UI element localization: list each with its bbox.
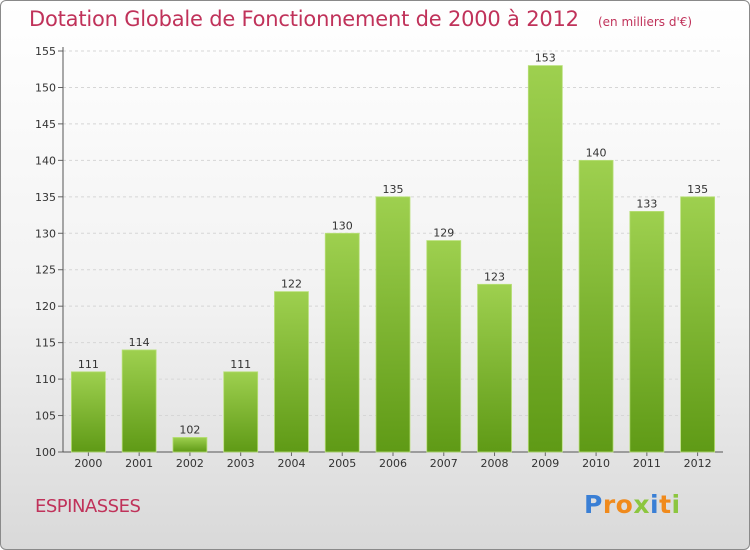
x-tick-label: 2007 — [430, 457, 458, 470]
labels: 111 2000 114 2001 102 2002 111 2003 122 2004 130 20… — [74, 52, 711, 470]
y-tick-label: 150 — [35, 81, 56, 94]
x-tick-label: 2004 — [277, 457, 305, 470]
logo-letter: o — [615, 490, 634, 519]
bar-2008 — [477, 283, 512, 453]
y-tick-label: 100 — [35, 446, 56, 459]
x-tick-label: 2003 — [227, 457, 255, 470]
y-tick-label: 145 — [35, 118, 56, 131]
x-tick-label: 2012 — [684, 457, 712, 470]
logo-letter: x — [633, 490, 650, 519]
logo-letter: t — [659, 490, 672, 519]
bar-value-label: 135 — [687, 183, 708, 196]
y-tick-label: 110 — [35, 373, 56, 386]
x-tick-label: 2011 — [633, 457, 661, 470]
bar-2007 — [426, 240, 462, 453]
bar-value-label: 111 — [78, 358, 99, 371]
bar-2002 — [172, 437, 208, 453]
bar-2009 — [527, 65, 563, 453]
x-tick-label: 2000 — [74, 457, 102, 470]
logo-letter: r — [602, 490, 616, 519]
x-tick-label: 2008 — [481, 457, 509, 470]
bar-2001 — [121, 349, 157, 453]
logo-letter: i — [650, 490, 660, 519]
bar-2000 — [70, 371, 106, 453]
bar-value-label: 129 — [433, 227, 454, 240]
x-tick-label: 2006 — [379, 457, 407, 470]
y-tick-label: 155 — [35, 45, 56, 58]
bar-2012 — [680, 196, 716, 453]
y-tick-label: 120 — [35, 300, 56, 313]
x-tick-label: 2005 — [328, 457, 356, 470]
bar-2010 — [578, 159, 614, 453]
x-tick-label: 2009 — [531, 457, 559, 470]
bar-2011 — [629, 210, 665, 453]
bar-value-label: 111 — [230, 358, 251, 371]
y-tick-label: 125 — [35, 264, 56, 277]
y-tick-label: 135 — [35, 191, 56, 204]
bars — [70, 65, 716, 453]
x-tick-label: 2010 — [582, 457, 610, 470]
bar-2006 — [375, 196, 411, 453]
y-tick-label: 130 — [35, 227, 56, 240]
bar-value-label: 140 — [586, 146, 607, 159]
x-tick-label: 2002 — [176, 457, 204, 470]
bar-value-label: 153 — [535, 52, 556, 65]
chart-title: Dotation Globale de Fonctionnement de 20… — [29, 7, 579, 31]
bar-2005 — [324, 232, 360, 453]
title-row: Dotation Globale de Fonctionnement de 20… — [29, 7, 692, 31]
x-tick-label: 2001 — [125, 457, 153, 470]
bar-2003 — [223, 371, 259, 453]
proxiti-logo: Proxiti — [584, 490, 681, 519]
chart-subtitle: (en milliers d'€) — [597, 15, 693, 29]
bar-value-label: 123 — [484, 270, 505, 283]
logo-letter: i — [671, 490, 681, 519]
bar-value-label: 135 — [383, 183, 404, 196]
bar-value-label: 102 — [179, 423, 200, 436]
y-tick-label: 105 — [35, 410, 56, 423]
y-tick-label: 140 — [35, 154, 56, 167]
bar-2004 — [274, 291, 309, 453]
commune-name: ESPINASSES — [35, 496, 141, 517]
bar-value-label: 130 — [332, 219, 353, 232]
bar-value-label: 122 — [281, 278, 302, 291]
bar-value-label: 133 — [636, 197, 657, 210]
y-tick-label: 115 — [35, 337, 56, 350]
logo-letter: P — [584, 490, 603, 519]
bar-value-label: 114 — [129, 336, 150, 349]
